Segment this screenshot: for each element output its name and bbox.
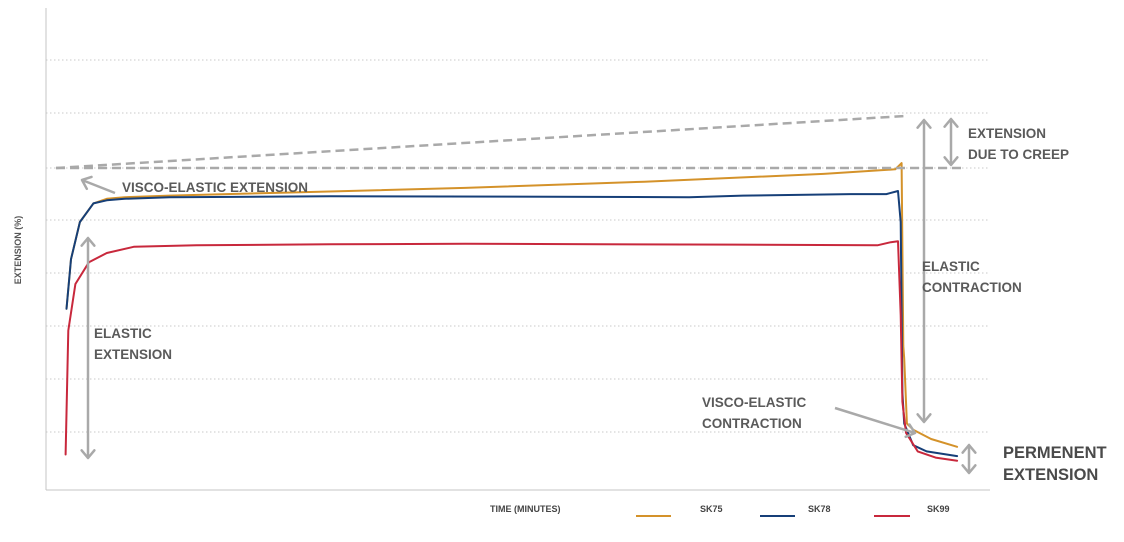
series-layer xyxy=(64,162,959,462)
axes: EXTENSION (%) xyxy=(13,8,990,491)
series-line-sk78 xyxy=(65,190,959,458)
visco-elastic-extension-arrow-shaft xyxy=(81,178,116,195)
annotation-elastic-extension-line-0: ELASTIC xyxy=(94,326,152,341)
annotation-visco-elastic-contraction-line-0: VISCO-ELASTIC xyxy=(702,395,807,410)
permanent-extension-arrow-head-start xyxy=(961,443,977,454)
y-axis-label: EXTENSION (%) xyxy=(13,216,23,285)
creep-arrow-head-start xyxy=(943,117,959,128)
legend-label-sk99: SK99 xyxy=(927,504,950,514)
elastic-contraction-arrow-head-end xyxy=(916,413,932,424)
series-line-sk99 xyxy=(64,240,959,462)
x-axis-label: TIME (MINUTES) xyxy=(490,504,561,514)
elastic-contraction-arrow-head-start xyxy=(916,118,932,129)
annotation-permanent-extension-line-0: PERMENENT xyxy=(1003,444,1107,462)
legend-label-sk75: SK75 xyxy=(700,504,723,514)
annotation-visco-elastic-contraction-line-1: CONTRACTION xyxy=(702,416,802,431)
annotation-elastic-extension-line-1: EXTENSION xyxy=(94,347,172,362)
creep-arrow-head-end xyxy=(943,156,959,167)
permanent-extension-arrow-head-end xyxy=(961,464,977,475)
annotation-arrows xyxy=(80,117,977,475)
visco-elastic-extension-arrow-head-end xyxy=(80,175,93,191)
annotation-elastic-contraction-line-0: ELASTIC xyxy=(922,259,980,274)
annotation-elastic-contraction-line-1: CONTRACTION xyxy=(922,280,1022,295)
elastic-extension-arrow-head-end xyxy=(80,449,96,460)
annotation-visco-elastic-extension-line-0: VISCO-ELASTIC EXTENSION xyxy=(122,180,308,195)
annotation-extension-due-to-creep-line-1: DUE TO CREEP xyxy=(968,147,1069,162)
creep-trend-line xyxy=(55,114,906,170)
annotation-extension-due-to-creep-line-0: EXTENSION xyxy=(968,126,1046,141)
legend: TIME (MINUTES) SK75 SK78 SK99 xyxy=(490,504,950,517)
legend-label-sk78: SK78 xyxy=(808,504,831,514)
visco-elastic-contraction-arrow-head-end xyxy=(904,423,917,439)
series-line-sk75 xyxy=(65,162,959,448)
annotation-permanent-extension-line-1: EXTENSION xyxy=(1003,466,1098,484)
elastic-extension-arrow-head-start xyxy=(80,236,96,247)
reference-lines xyxy=(55,114,965,170)
grid-lines xyxy=(46,59,990,433)
visco-elastic-contraction-arrow-shaft xyxy=(834,406,916,435)
annotation-labels: ELASTIC EXTENSION VISCO-ELASTIC EXTENSION E… xyxy=(94,126,1107,484)
